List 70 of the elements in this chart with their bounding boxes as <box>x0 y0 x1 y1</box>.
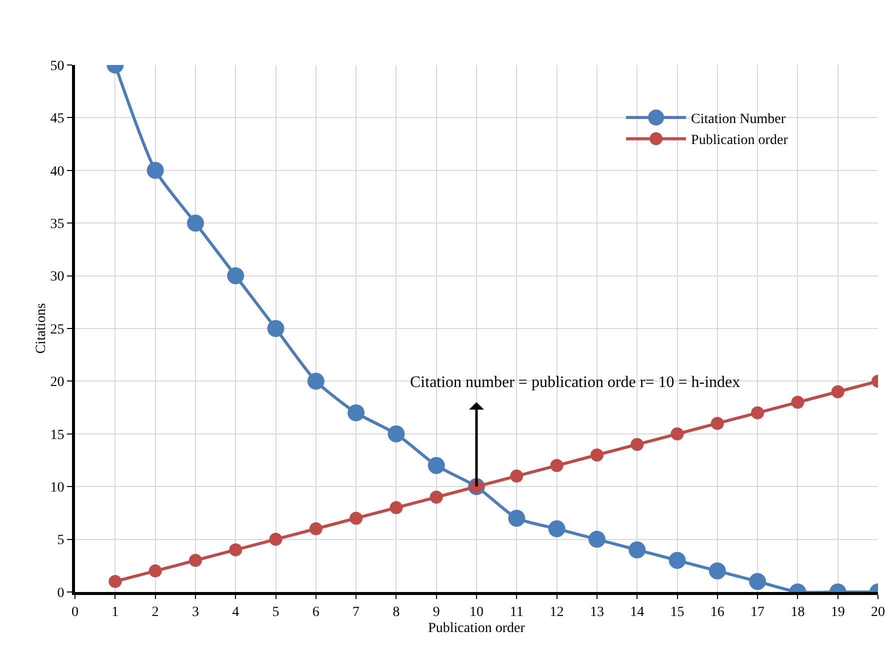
x-tick-label: 9 <box>432 604 440 620</box>
legend-label: Citation Number <box>691 112 786 127</box>
point <box>148 564 162 578</box>
point <box>630 438 644 451</box>
y-tick-label: 0 <box>57 586 64 601</box>
y-tick-label: 10 <box>50 480 64 496</box>
point <box>749 572 766 590</box>
point <box>348 404 365 422</box>
point <box>267 320 284 337</box>
point <box>708 562 726 580</box>
point <box>108 574 122 588</box>
point <box>831 385 844 398</box>
point <box>548 520 566 538</box>
point <box>670 427 684 440</box>
x-tick-label: 4 <box>232 604 240 620</box>
point <box>751 406 764 420</box>
point <box>628 541 646 558</box>
point <box>307 372 324 390</box>
x-tick-label: 6 <box>312 604 320 620</box>
x-axis-title: Publication order <box>428 621 526 636</box>
x-tick-label: 13 <box>590 604 604 620</box>
point <box>390 501 403 514</box>
x-tick-label: 11 <box>510 604 524 620</box>
y-tick-label: 25 <box>50 322 64 338</box>
legend-label: Publication order <box>691 133 788 148</box>
x-tick-label: 15 <box>670 604 684 620</box>
point <box>430 490 443 504</box>
y-tick-label: 40 <box>50 164 64 180</box>
x-tick-label: 7 <box>352 604 360 620</box>
y-tick-label: 15 <box>50 428 64 443</box>
point <box>588 530 606 548</box>
y-tick-label: 5 <box>57 533 64 548</box>
point <box>510 470 524 483</box>
y-tick-label: 50 <box>50 58 64 74</box>
point <box>309 522 322 536</box>
point <box>269 532 282 546</box>
point <box>186 214 204 232</box>
y-tick-label: 20 <box>50 375 64 390</box>
point <box>350 512 363 525</box>
x-tick-label: 3 <box>192 604 199 620</box>
point <box>590 448 604 462</box>
x-tick-label: 19 <box>830 604 845 620</box>
y-tick-label: 35 <box>50 217 64 232</box>
point <box>188 554 202 567</box>
x-tick-label: 10 <box>470 604 484 620</box>
x-tick-label: 5 <box>272 604 280 620</box>
point <box>428 457 445 474</box>
x-tick-label: 17 <box>750 604 765 620</box>
x-tick-label: 12 <box>550 604 564 620</box>
x-tick-label: 0 <box>72 604 78 620</box>
point <box>508 510 526 527</box>
point <box>791 396 804 409</box>
point <box>146 162 164 179</box>
x-tick-label: 8 <box>392 604 400 620</box>
annotation: Citation number = publication orde r= 10 = h-index <box>410 374 740 391</box>
y-tick-label: 45 <box>50 112 64 127</box>
x-tick-label: 18 <box>790 604 805 620</box>
point <box>550 459 564 472</box>
x-tick-label: 16 <box>710 604 724 620</box>
point <box>229 543 242 556</box>
x-tick-label: 1 <box>112 604 119 620</box>
x-tick-label: 14 <box>630 604 644 620</box>
y-tick-label: 30 <box>50 270 64 285</box>
x-tick-label: 20 <box>871 604 885 620</box>
point <box>710 416 724 430</box>
point <box>388 425 405 442</box>
x-tick-label: 2 <box>152 604 159 620</box>
y-axis-title: Citations <box>34 303 49 354</box>
point <box>227 267 244 284</box>
point <box>668 552 686 569</box>
